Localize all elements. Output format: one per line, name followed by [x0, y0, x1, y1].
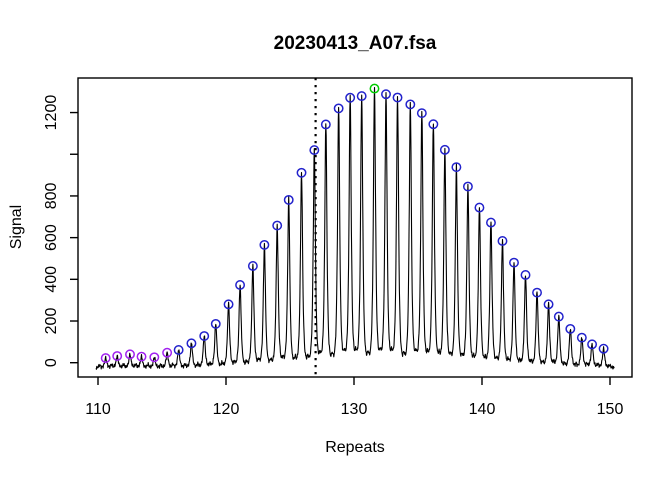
peak-marker-blue [532, 287, 542, 298]
peak-marker-blue [462, 181, 473, 192]
peak-marker-blue [199, 331, 210, 341]
peak-marker-blue [345, 92, 356, 103]
y-tick-label: 800 [43, 182, 60, 209]
peak-marker-blue [474, 202, 485, 213]
peak-marker-blue [553, 311, 564, 322]
peak-marker-blue [356, 91, 367, 102]
peak-marker-purple [136, 351, 147, 362]
x-tick-label: 140 [469, 401, 496, 418]
peak-marker-purple [112, 351, 123, 361]
y-tick-label: 200 [43, 308, 60, 335]
x-tick-label: 120 [213, 401, 240, 418]
x-tick-label: 150 [597, 401, 624, 418]
y-axis-label: Signal [8, 205, 25, 249]
peak-marker-blue [272, 220, 283, 231]
peak-marker-blue [451, 162, 462, 173]
peak-marker-blue [173, 345, 184, 355]
peak-marker-blue [223, 299, 234, 310]
peak-marker-blue [520, 269, 531, 280]
peak-marker-blue [598, 343, 609, 354]
peak-marker-blue [186, 338, 197, 349]
peak-marker-blue [309, 145, 320, 156]
y-tick-label: 400 [43, 266, 60, 293]
signal-trace [95, 86, 615, 370]
peak-marker-blue [497, 236, 508, 246]
peak-marker-green [369, 83, 380, 94]
peak-marker-blue [576, 332, 587, 343]
peak-marker-blue [333, 103, 344, 114]
peak-marker-purple [162, 347, 173, 358]
peak-marker-blue [283, 194, 294, 205]
y-tick-label: 0 [43, 358, 60, 367]
y-tick-label: 600 [43, 224, 60, 251]
peak-marker-blue [392, 92, 403, 103]
peak-marker-blue [210, 318, 221, 329]
x-tick-label: 110 [85, 401, 111, 418]
plot-title: 20230413_A07.fsa [274, 33, 437, 54]
y-tick-label: 1200 [43, 95, 60, 131]
peak-marker-blue [235, 279, 246, 290]
peak-marker-blue [259, 239, 270, 250]
peak-marker-blue [543, 299, 554, 310]
peak-marker-blue [587, 339, 598, 350]
peak-marker-blue [320, 119, 331, 130]
peak-marker-purple [100, 353, 111, 364]
peak-marker-blue [428, 119, 439, 130]
peak-marker-blue [381, 89, 391, 100]
peak-marker-blue [439, 144, 450, 155]
x-axis-label: Repeats [325, 439, 385, 456]
plot-box [77, 77, 633, 378]
peak-marker-blue [486, 217, 496, 228]
peak-marker-purple [125, 349, 135, 360]
peak-marker-blue [296, 167, 307, 178]
peak-marker-blue [405, 99, 416, 110]
x-tick-label: 130 [341, 401, 368, 418]
peak-marker-blue [247, 261, 258, 271]
peak-marker-purple [149, 352, 160, 363]
peak-marker-blue [416, 108, 427, 119]
peak-marker-blue [565, 323, 576, 334]
peak-marker-blue [509, 257, 519, 268]
